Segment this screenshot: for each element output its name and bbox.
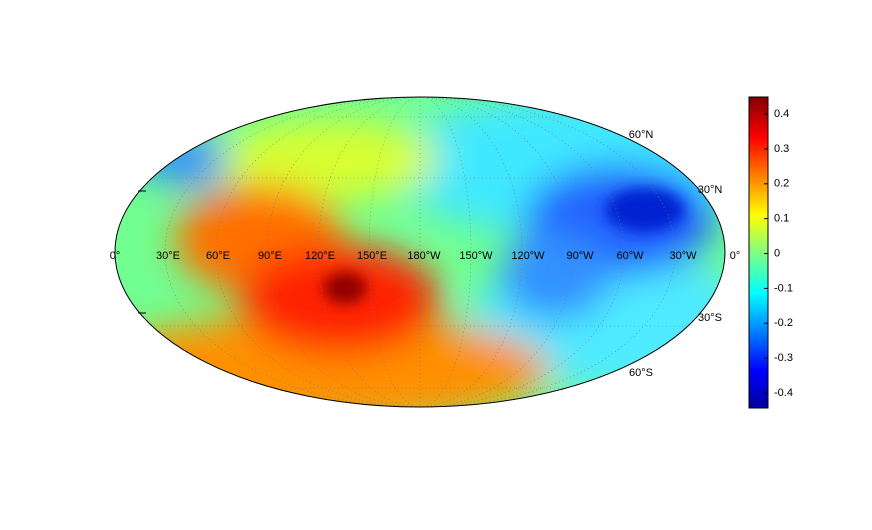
lon-label: 90°W: [566, 250, 594, 262]
lon-label: 150°W: [459, 250, 493, 262]
lon-label: 30°W: [669, 250, 697, 262]
colorbar-tick-label: -0.1: [774, 282, 793, 294]
lon-label: 90°E: [258, 250, 282, 262]
colorbar-tick-label: 0: [774, 247, 780, 259]
heatmap: [115, 97, 725, 407]
colorbar-tick-label: 0.1: [774, 213, 789, 225]
colorbar: [748, 96, 769, 409]
colorbar-tick-label: 0.2: [774, 178, 789, 190]
lon-label: 150°E: [357, 250, 387, 262]
colorbar-tick-label: -0.4: [774, 387, 793, 399]
colorbar-tick-label: 0.4: [774, 108, 789, 120]
colorbar-tick-label: -0.3: [774, 352, 793, 364]
lon-label: 30°E: [156, 250, 180, 262]
lat-label: 30°N: [698, 184, 723, 196]
lat-label: 60°N: [629, 129, 654, 141]
lon-label: 120°E: [305, 250, 335, 262]
lon-label: 60°E: [206, 250, 230, 262]
colorbar-tick-label: -0.2: [774, 317, 793, 329]
colorbar-tick-label: 0.3: [774, 143, 789, 155]
map-frame: [114, 96, 726, 408]
lon-label: 0°: [110, 250, 121, 262]
lon-label: 60°W: [616, 250, 644, 262]
lon-label: 0°: [730, 250, 741, 262]
lat-label: 60°S: [629, 367, 653, 379]
labels: 0° 30°E 60°E 90°E 120°E 150°E 180°W 150°W 120°W 9…: [110, 108, 793, 399]
lat-label: 30°S: [698, 312, 722, 324]
lon-label: 180°W: [407, 250, 441, 262]
lon-label: 120°W: [511, 250, 545, 262]
